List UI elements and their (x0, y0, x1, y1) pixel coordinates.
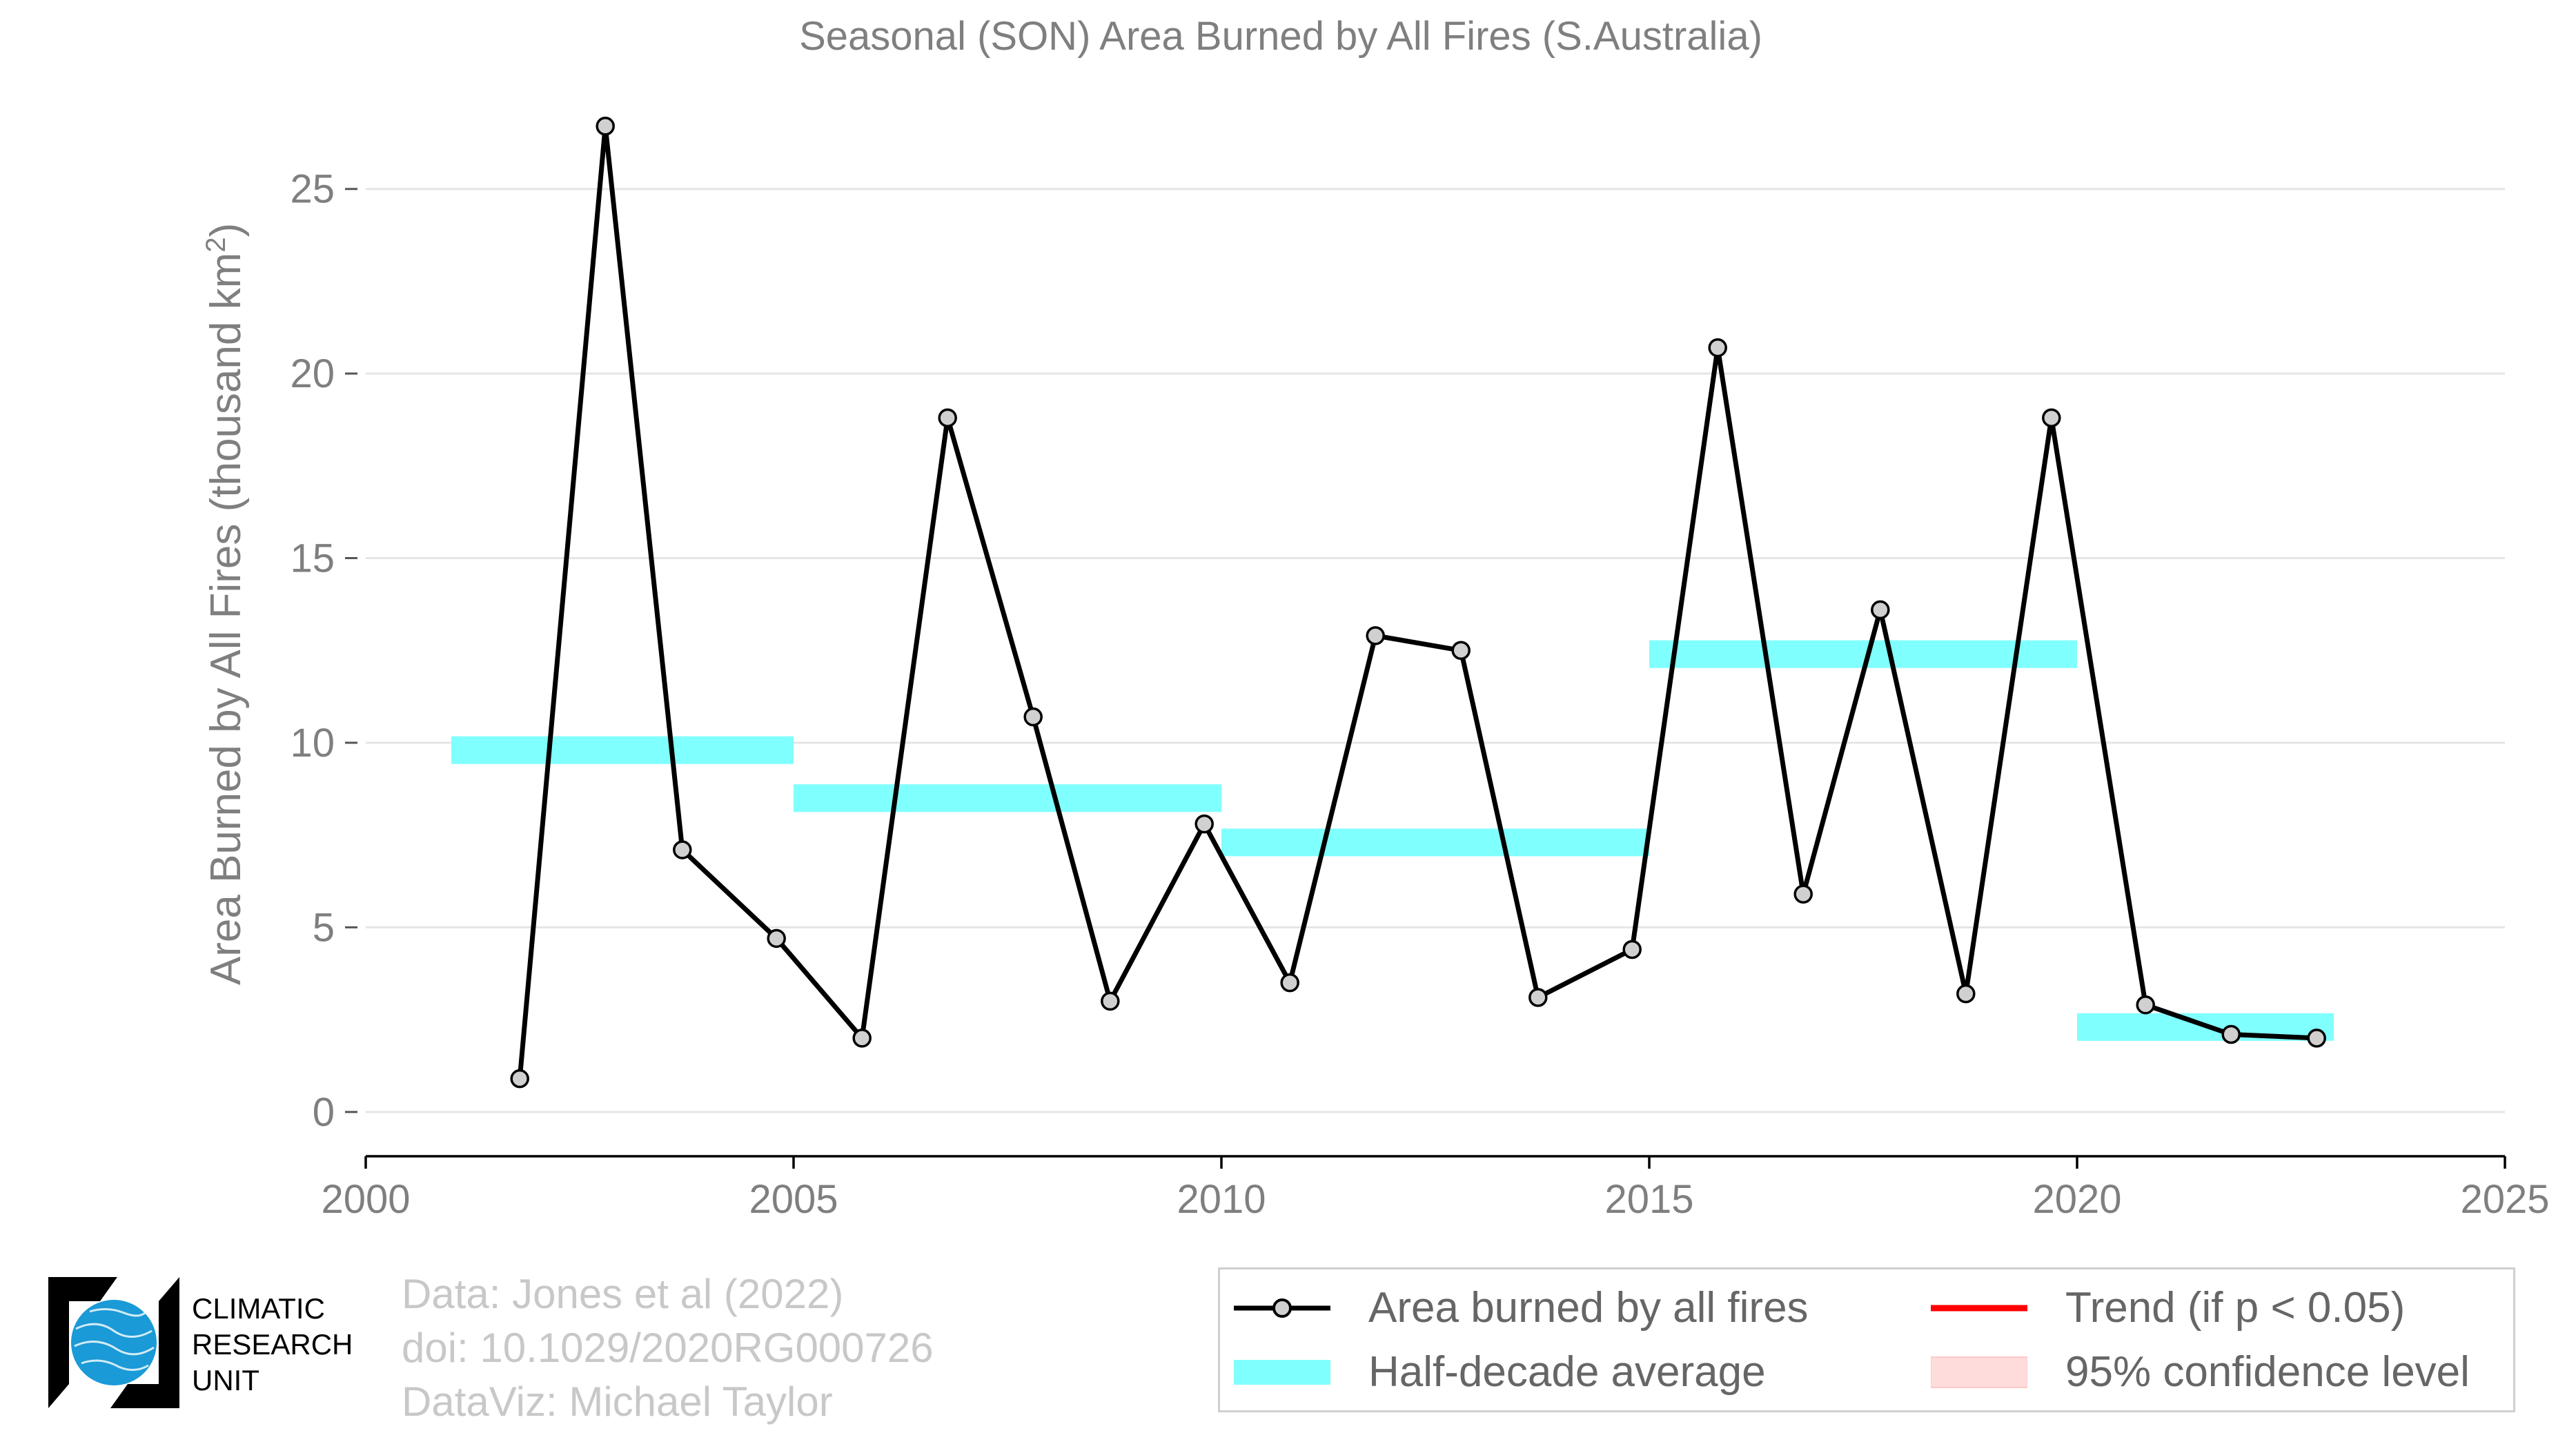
data-point-8 (1194, 814, 1214, 834)
half-decade-bar-2 (1221, 828, 1649, 857)
chart-legend: Area burned by all fires Half-decade ave… (1218, 1267, 2515, 1412)
legend-line-red-symbol (1931, 1287, 2027, 1329)
data-point-15 (1793, 884, 1813, 904)
globe-icon (48, 1277, 179, 1408)
data-point-6 (1023, 707, 1043, 727)
legend-item-area-burned: Area burned by all fires (1234, 1283, 1809, 1332)
data-point-14 (1708, 338, 1727, 358)
data-point-5 (938, 408, 957, 428)
legend-label-trend: Trend (if p < 0.05) (2065, 1284, 2406, 1332)
y-tick-label-20: 20 (290, 351, 335, 396)
data-point-19 (2136, 995, 2155, 1015)
y-axis-label-end: ) (202, 223, 250, 237)
legend-item-confidence: 95% confidence level (1930, 1347, 2470, 1396)
data-point-1 (596, 117, 615, 136)
data-point-4 (852, 1029, 872, 1048)
legend-label-area-burned: Area burned by all fires (1368, 1284, 1809, 1332)
credit-doi: doi: 10.1029/2020RG000726 (402, 1325, 934, 1371)
data-point-10 (1366, 626, 1385, 645)
half-decade-bar-3 (1649, 640, 2077, 668)
x-tick-label-2000: 2000 (321, 1177, 410, 1222)
cru-logo: CLIMATIC RESEARCH UNIT (41, 1270, 386, 1422)
y-tick-label-10: 10 (290, 721, 335, 766)
x-tick-label-2020: 2020 (2032, 1177, 2121, 1222)
legend-band-pink-symbol (1930, 1352, 2028, 1393)
y-tick-label-25: 25 (290, 167, 335, 212)
y-tick-label-0: 0 (313, 1090, 335, 1135)
logo-text-line2: RESEARCH (192, 1328, 353, 1361)
x-tick-label-2015: 2015 (1604, 1177, 1693, 1222)
series-line-0 (517, 124, 2317, 1079)
legend-label-confidence: 95% confidence level (2065, 1348, 2470, 1396)
data-point-3 (767, 928, 786, 948)
data-series (510, 117, 2326, 1089)
data-point-2 (673, 840, 692, 859)
data-point-11 (1451, 641, 1471, 661)
credit-dataviz: DataViz: Michael Taylor (402, 1379, 833, 1425)
data-point-20 (2221, 1024, 2241, 1044)
data-point-18 (2042, 408, 2061, 428)
legend-item-trend: Trend (if p < 0.05) (1931, 1283, 2405, 1332)
half-decade-average-bars (451, 640, 2334, 1041)
logo-text-line1: CLIMATIC (192, 1292, 325, 1325)
half-decade-bar-1 (794, 784, 1221, 812)
legend-item-half-decade: Half-decade average (1234, 1347, 1766, 1396)
data-credits: Data: Jones et al (2022) doi: 10.1029/20… (402, 1267, 934, 1429)
data-point-17 (1956, 984, 1976, 1004)
data-point-7 (1101, 991, 1120, 1011)
legend-label-half-decade: Half-decade average (1368, 1348, 1766, 1396)
y-tick-label-15: 15 (290, 536, 335, 581)
gridlines (366, 188, 2505, 1113)
x-tick-label-2025: 2025 (2460, 1177, 2549, 1222)
y-axis-label: Area Burned by All Fires (thousand km2) (201, 223, 250, 985)
data-point-16 (1871, 600, 1890, 620)
chart-title: Seasonal (SON) Area Burned by All Fires … (799, 14, 1762, 59)
data-point-0 (510, 1069, 529, 1089)
credit-data-source: Data: Jones et al (2022) (402, 1271, 844, 1317)
data-point-13 (1622, 939, 1642, 960)
data-point-9 (1280, 973, 1299, 993)
y-axis-label-sup: 2 (201, 237, 231, 253)
data-point-21 (2307, 1029, 2326, 1048)
half-decade-bar-0 (451, 736, 794, 764)
y-tick-label-5: 5 (313, 905, 335, 950)
legend-line-marker-symbol (1234, 1287, 1330, 1329)
area-burned-chart: Seasonal (SON) Area Burned by All Fires … (201, 14, 2550, 1222)
legend-band-cyan-symbol (1234, 1352, 1330, 1393)
data-point-12 (1528, 988, 1548, 1007)
x-tick-label-2010: 2010 (1177, 1177, 1266, 1222)
y-axis-label-main: Area Burned by All Fires (thousand km (202, 253, 250, 985)
logo-text-line3: UNIT (192, 1364, 259, 1396)
x-tick-label-2005: 2005 (749, 1177, 838, 1222)
